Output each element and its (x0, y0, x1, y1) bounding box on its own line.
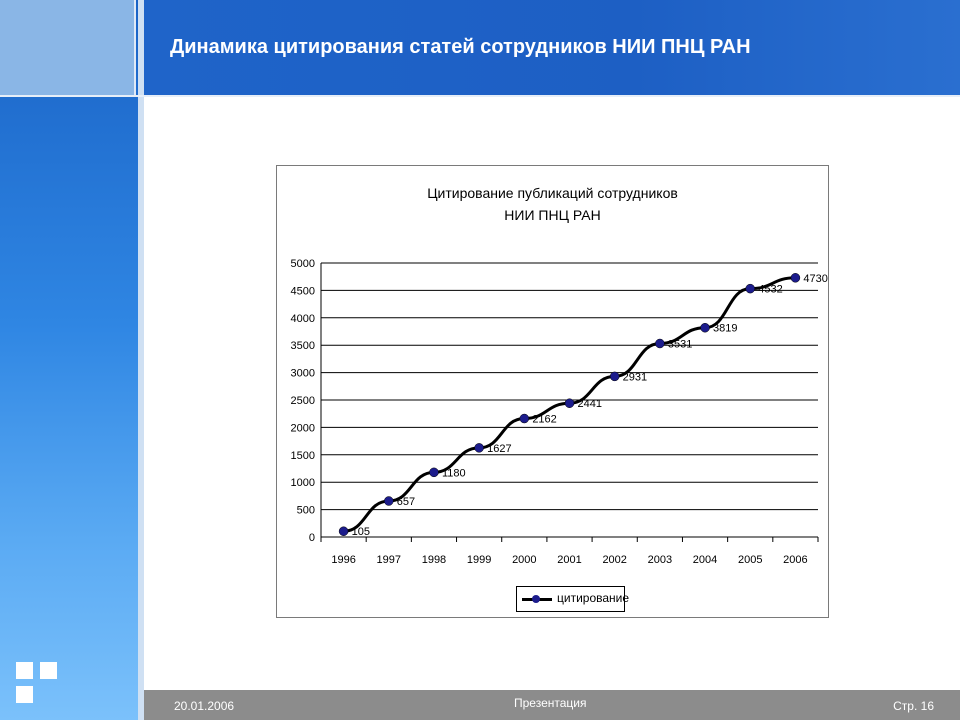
y-tick-label: 4000 (291, 313, 315, 325)
data-label: 105 (352, 526, 370, 538)
x-tick-label: 2004 (693, 554, 717, 566)
x-tick-label: 1999 (467, 554, 491, 566)
footer-page-number: Стр. 16 (893, 699, 934, 713)
data-point (745, 283, 755, 294)
data-point (700, 322, 710, 333)
chart-title: Цитирование публикаций сотрудников НИИ П… (277, 182, 828, 226)
x-tick-label: 2003 (648, 554, 672, 566)
data-point (790, 273, 801, 283)
y-tick-label: 3500 (291, 340, 315, 352)
footer-presentation-label: Презентация (514, 696, 587, 710)
legend-label: цитирование (557, 591, 630, 605)
y-tick-label: 2000 (291, 422, 315, 434)
line-chart: 0 500 1000 1500 2000 2500 3000 3500 4000 4500 5000… (291, 258, 828, 566)
left-top-block (0, 0, 136, 97)
chart-title-line2: НИИ ПНЦ РАН (504, 207, 601, 223)
data-label: 4730 (803, 273, 827, 285)
footer-date: 20.01.2006 (174, 699, 235, 713)
logo-squares-icon (16, 662, 60, 706)
x-tick-label: 2001 (557, 554, 581, 566)
y-tick-label: 1500 (291, 450, 315, 462)
data-label: 4532 (758, 284, 782, 296)
data-label: 1180 (442, 467, 466, 479)
x-tick-label: 1998 (422, 554, 446, 566)
vertical-divider (138, 0, 144, 720)
header-divider (0, 95, 960, 97)
page-title: Динамика цитирования статей сотрудников … (170, 36, 751, 58)
x-tick-label: 2005 (738, 554, 762, 566)
data-point (609, 371, 620, 382)
legend-marker (532, 595, 540, 603)
data-point (429, 467, 439, 478)
footer-bar: 20.01.2006 Презентация Стр. 16 (144, 690, 960, 720)
y-tick-label: 3000 (291, 368, 315, 380)
x-tick-label: 2000 (512, 554, 536, 566)
data-point (519, 413, 530, 424)
y-tick-label: 0 (309, 532, 315, 544)
data-label: 3819 (713, 323, 737, 335)
data-label: 1627 (487, 443, 511, 455)
header-band (144, 0, 960, 95)
data-point (338, 526, 349, 536)
x-tick-label: 1996 (331, 554, 355, 566)
y-tick-label: 2500 (291, 395, 315, 407)
y-tick-label: 4500 (291, 285, 315, 297)
data-point (564, 398, 575, 408)
data-point (474, 443, 484, 453)
x-tick-label: 2006 (783, 554, 807, 566)
data-label: 2441 (578, 398, 602, 410)
y-tick-label: 1000 (291, 477, 315, 489)
data-label: 3531 (668, 339, 692, 351)
data-label: 2162 (532, 414, 556, 426)
y-tick-label: 5000 (291, 258, 315, 270)
x-tick-label: 2002 (602, 554, 626, 566)
data-point (655, 338, 665, 349)
x-tick-label: 1997 (377, 554, 401, 566)
chart-title-line1: Цитирование публикаций сотрудников (427, 185, 678, 201)
chart-legend: цитирование (516, 586, 629, 612)
data-label: 657 (397, 496, 415, 508)
left-sidebar-band (0, 0, 138, 720)
chart-frame: Цитирование публикаций сотрудников НИИ П… (276, 165, 829, 618)
y-tick-label: 500 (297, 505, 315, 517)
data-point (384, 496, 394, 506)
data-label: 2931 (623, 371, 647, 383)
